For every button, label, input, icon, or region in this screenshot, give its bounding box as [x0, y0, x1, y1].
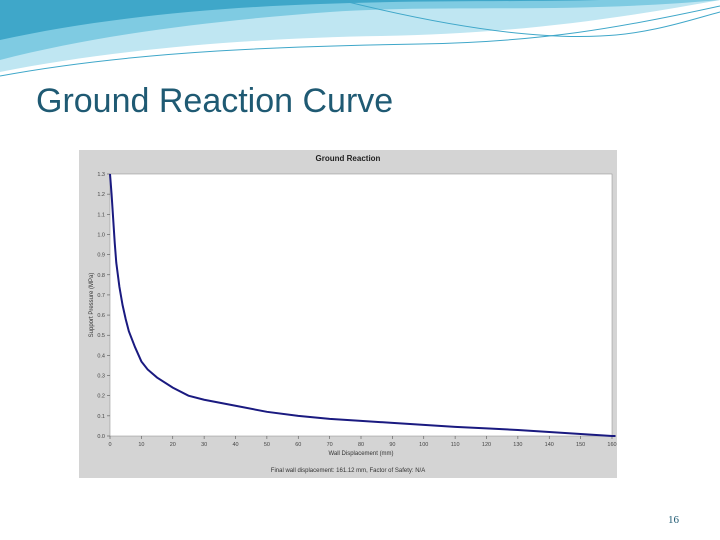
y-tick-label: 1.1	[97, 212, 105, 218]
x-tick-label: 160	[607, 442, 616, 448]
ground-reaction-curve	[109, 173, 616, 437]
plot-area	[109, 173, 613, 437]
y-tick-label: 0.4	[97, 353, 105, 359]
y-axis: 0.0 0.1 0.2 0.3 0.4 0.5 0.6 0.7 0.8 0.9 1.0 1.1 1.2 1…	[97, 172, 110, 440]
x-tick-label: 20	[170, 442, 176, 448]
wave-band-top	[0, 0, 600, 40]
wave-line-2	[339, 0, 720, 37]
x-tick-label: 110	[451, 442, 460, 448]
x-tick-label: 120	[482, 442, 491, 448]
x-tick-label: 30	[201, 442, 207, 448]
x-tick-label: 0	[108, 442, 111, 448]
y-tick-label: 0.1	[97, 414, 105, 420]
y-tick-label: 0.8	[97, 273, 105, 279]
x-tick-label: 100	[419, 442, 428, 448]
x-tick-label: 40	[232, 442, 238, 448]
slide-title: Ground Reaction Curve	[36, 82, 394, 120]
wave-band-mid	[0, 0, 720, 60]
x-axis: 0 10 20 30 40 50 60 70 80 90 100 110 120 130 140 150 160	[108, 436, 617, 448]
x-tick-label: 150	[576, 442, 585, 448]
header-wave-decoration	[0, 0, 720, 77]
ground-reaction-chart: Ground Reaction 0.0 0.1 0.2 0.3 0.4 0.5 0.6 0.7…	[89, 154, 617, 474]
y-tick-label: 0.9	[97, 253, 105, 259]
chart-footer: Final wall displacement: 161.12 mm, Fact…	[271, 468, 425, 474]
y-tick-label: 0.0	[97, 434, 105, 440]
x-axis-label: Wall Displacement (mm)	[328, 451, 393, 457]
y-tick-label: 0.3	[97, 374, 105, 380]
chart-title: Ground Reaction	[316, 154, 381, 163]
y-axis-label: Support Pressure (MPa)	[89, 273, 95, 338]
y-tick-label: 0.7	[97, 293, 105, 299]
x-tick-label: 50	[264, 442, 270, 448]
y-tick-label: 1.2	[97, 192, 105, 198]
y-tick-label: 0.2	[97, 394, 105, 400]
x-tick-label: 10	[138, 442, 144, 448]
x-tick-label: 130	[513, 442, 522, 448]
wave-line	[0, 5, 720, 77]
y-tick-label: 1.3	[97, 172, 105, 178]
page-number: 16	[668, 514, 679, 526]
x-tick-label: 70	[327, 442, 333, 448]
x-tick-label: 80	[358, 442, 364, 448]
y-tick-label: 1.0	[97, 232, 105, 238]
y-tick-label: 0.6	[97, 313, 105, 319]
x-tick-label: 90	[389, 442, 395, 448]
x-tick-label: 60	[295, 442, 301, 448]
y-tick-label: 0.5	[97, 333, 105, 339]
x-tick-label: 140	[545, 442, 554, 448]
